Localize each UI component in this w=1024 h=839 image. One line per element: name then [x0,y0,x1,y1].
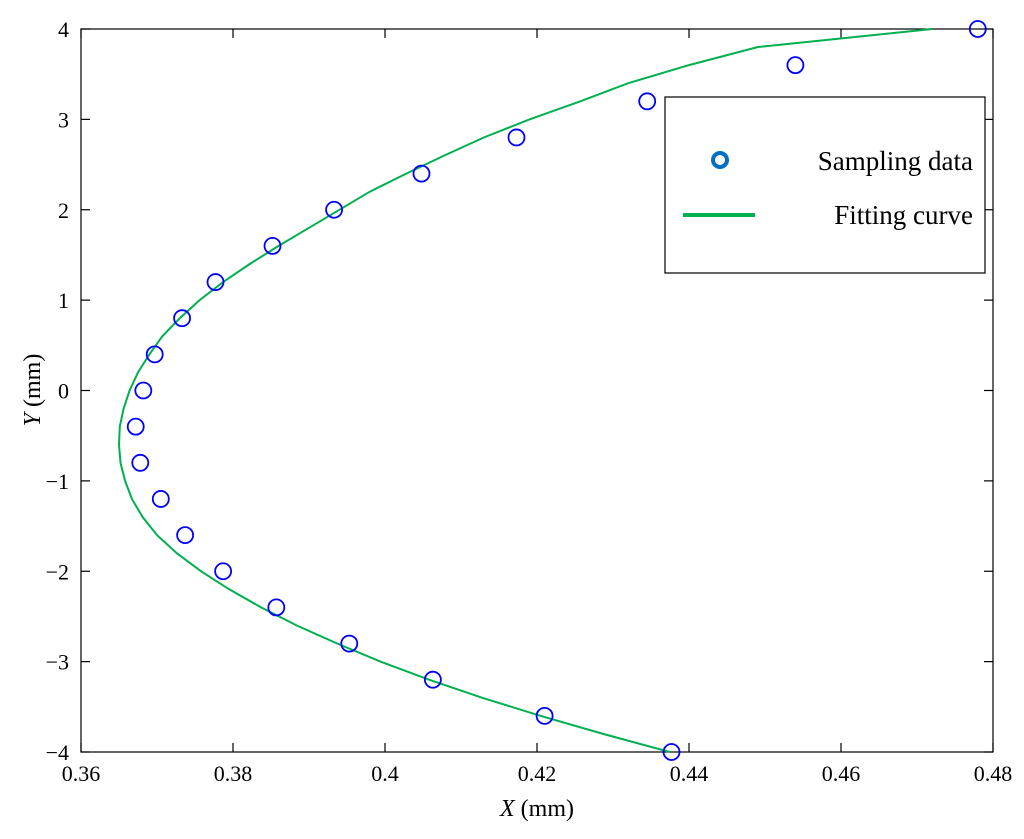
x-tick-label: 0.48 [974,761,1013,786]
y-tick-labels: −4 −3 −2 −1 0 1 2 3 4 [46,17,69,765]
sampling-data-point [662,743,681,761]
fitting-curve [117,28,933,753]
sampling-data-point [507,128,526,147]
x-tick-label: 0.4 [371,761,399,786]
sampling-data-point [412,164,431,183]
sampling-data-point [134,381,153,400]
x-axis-label-var: X [499,796,516,822]
sampling-data-point [126,417,145,436]
sampling-data-point [263,236,282,255]
sampling-data-point [145,345,164,364]
sampling-data-point [638,92,657,111]
legend-box [664,96,986,274]
x-tick-label: 0.42 [518,761,557,786]
y-axis-label-unit: (mm) [20,354,46,413]
sampling-data-point [786,56,805,75]
sampling-data-point [340,634,359,653]
sampling-data-point [206,273,225,291]
y-tick-label: −4 [46,740,69,765]
legend-sampling-data-marker [711,151,729,169]
y-tick-label: 3 [58,107,69,132]
y-axis-label: Y (mm) [20,354,46,427]
y-tick-label: −2 [46,559,69,584]
sampling-data-point [214,562,233,581]
sampling-data-point [535,706,554,725]
sampling-data-point [131,453,150,472]
x-axis-label-unit: (mm) [515,796,574,822]
x-axis-label: X (mm) [499,796,574,822]
y-tick-label: 4 [58,17,69,42]
legend: Sampling data Fitting curve [664,96,986,274]
sampling-data-points [126,20,987,761]
sampling-data-point [173,309,191,328]
x-tick-label: 0.38 [214,761,253,786]
x-tick-label: 0.44 [670,761,709,786]
sampling-data-point [267,598,286,617]
sampling-data-point [968,20,987,38]
x-tick-labels: 0.36 0.38 0.4 0.42 0.44 0.46 0.48 [62,761,1013,786]
y-tick-label: 1 [58,288,69,313]
y-axis-label-var: Y [20,410,46,426]
x-tick-label: 0.36 [62,761,101,786]
fitting-curve-line [117,28,933,753]
y-tick-label: −1 [46,469,69,494]
sampling-data-point [151,490,170,508]
sampling-data-point [423,670,442,689]
sampling-data-point [176,526,195,544]
x-tick-label: 0.46 [822,761,861,786]
y-tick-label: 0 [58,379,69,404]
axis-ticks [80,28,994,753]
legend-fitting-curve-label: Fitting curve [834,200,973,230]
y-tick-label: 2 [58,198,69,223]
y-tick-label: −3 [46,650,69,675]
sampling-data-point [325,200,343,219]
legend-sampling-data-label: Sampling data [818,146,973,176]
